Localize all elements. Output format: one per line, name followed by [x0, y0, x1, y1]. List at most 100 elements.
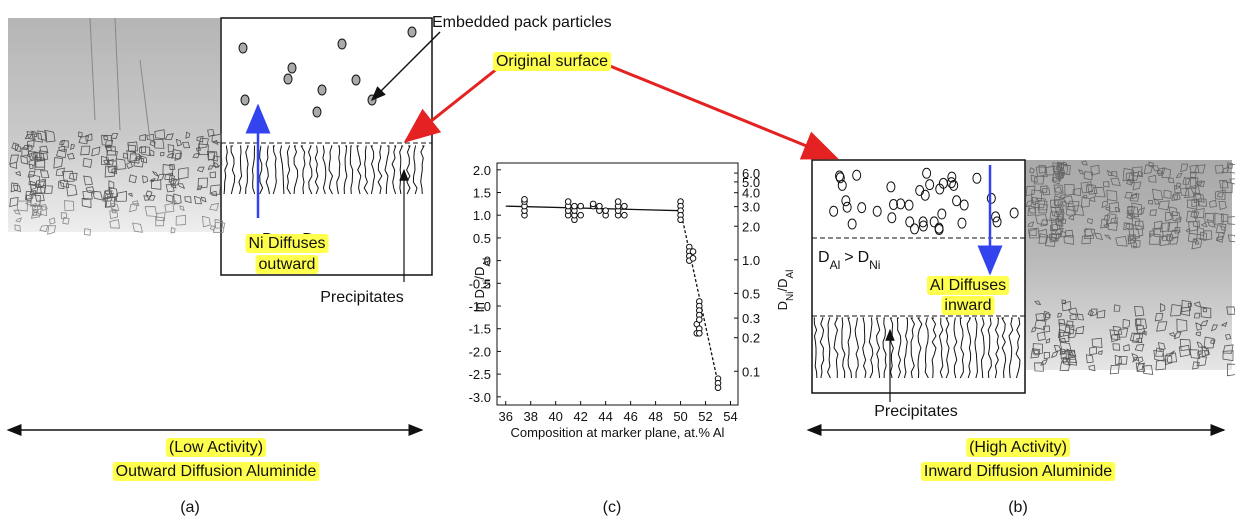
pointer	[370, 31, 441, 102]
particle	[847, 218, 857, 230]
highlight	[920, 462, 1116, 481]
y-tick-label: -2.0	[469, 344, 491, 359]
x-tick-label: 38	[523, 409, 537, 424]
x-tick-label: 40	[548, 409, 562, 424]
point	[695, 316, 703, 323]
highlight	[245, 234, 329, 253]
particle	[935, 183, 945, 195]
y2-tick-label: 0.3	[742, 311, 760, 326]
y-tick-label: 0	[484, 254, 491, 269]
particle	[992, 216, 1002, 228]
point	[589, 200, 597, 208]
text-part: Ni	[785, 292, 796, 301]
particle	[283, 73, 293, 85]
point	[695, 329, 703, 337]
y2-tick-label: 1.0	[742, 253, 760, 268]
label: Outward Diffusion Aluminide	[116, 463, 317, 480]
panel-label: (a)	[180, 499, 200, 516]
label: outward	[259, 256, 316, 273]
text-part: ln D	[472, 289, 487, 312]
highlight	[941, 296, 995, 315]
columns	[813, 317, 1021, 379]
particle	[896, 198, 906, 210]
label: Precipitates	[320, 289, 404, 306]
particle	[925, 179, 935, 191]
surface-arrow	[609, 64, 839, 160]
text-part: Ni	[482, 280, 493, 289]
particle	[910, 223, 920, 235]
label: Embedded pack particles	[432, 14, 612, 31]
y-tick-label: -1.0	[469, 299, 491, 314]
particle	[852, 169, 862, 181]
y2-tick-label: 3.0	[742, 200, 760, 215]
particle	[991, 211, 1001, 223]
text-part: Al	[785, 270, 796, 279]
highlight	[492, 52, 612, 71]
texture	[13, 199, 226, 236]
text-part: D	[818, 249, 830, 266]
point	[577, 202, 584, 210]
particle	[905, 216, 915, 228]
chart: 36 38 40 42 44 46 48 50 52 54 2.0 1.5 1.0 0.5 0 -0.5 -1.…	[469, 162, 796, 440]
y-tick-label: 1.0	[473, 208, 491, 223]
axis-label: ln DNi/DAl	[472, 258, 493, 312]
arrows	[6, 31, 1226, 436]
particle	[918, 220, 928, 232]
point	[602, 207, 609, 214]
highlight	[255, 255, 319, 274]
label: (Low Activity)	[169, 439, 263, 456]
text-part: D	[775, 301, 790, 310]
axis-label: DNi/DAl	[775, 270, 796, 311]
relation: DAl > DNi	[818, 249, 880, 272]
x-tick-label: 44	[598, 409, 612, 424]
point	[614, 198, 622, 205]
point	[621, 211, 628, 219]
x-tick-label: 52	[698, 409, 712, 424]
schematic-a	[220, 17, 433, 276]
particle	[887, 212, 897, 224]
x-axis-label: Composition at marker plane, at.% Al	[511, 425, 725, 440]
particle	[949, 179, 959, 191]
y2-tick-label: 5.0	[742, 175, 760, 190]
particle	[238, 42, 248, 54]
point	[677, 216, 684, 224]
x-tick-label: 46	[623, 409, 637, 424]
highlight	[966, 438, 1070, 457]
particle	[857, 202, 867, 214]
particle	[317, 84, 327, 96]
x-tick-label: 48	[648, 409, 662, 424]
particle	[287, 62, 297, 74]
particle	[351, 74, 361, 86]
particle	[918, 216, 928, 228]
particle	[904, 199, 914, 211]
x-tick-label: 42	[573, 409, 587, 424]
label: (High Activity)	[969, 439, 1067, 456]
label: Original surface	[496, 53, 608, 70]
point	[714, 384, 722, 392]
x-tick-label: 50	[673, 409, 687, 424]
y2-tick-label: 4.0	[742, 186, 760, 201]
particle	[934, 223, 944, 235]
y2-tick-label: 6.0	[742, 166, 760, 181]
particle	[886, 181, 896, 193]
particle	[841, 195, 851, 207]
point	[521, 196, 528, 203]
y-tick-label: 0.5	[473, 231, 491, 246]
y2-tick-label: 2.0	[742, 219, 760, 234]
texture	[89, 17, 151, 141]
y-tick-label: -2.5	[469, 367, 491, 382]
x-tick-label: 36	[499, 409, 513, 424]
y-tick-label: 1.5	[473, 186, 491, 201]
labels: Embedded pack particles Original surface…	[112, 14, 1116, 516]
particle	[972, 172, 982, 184]
text-part: /D	[472, 267, 487, 280]
particle	[312, 106, 322, 118]
particle	[1009, 207, 1019, 219]
particle	[959, 199, 969, 211]
plot-frame	[496, 162, 739, 406]
particle	[986, 192, 996, 204]
y2-tick-label: 0.1	[742, 364, 760, 379]
point	[689, 248, 697, 255]
particle	[835, 172, 845, 184]
